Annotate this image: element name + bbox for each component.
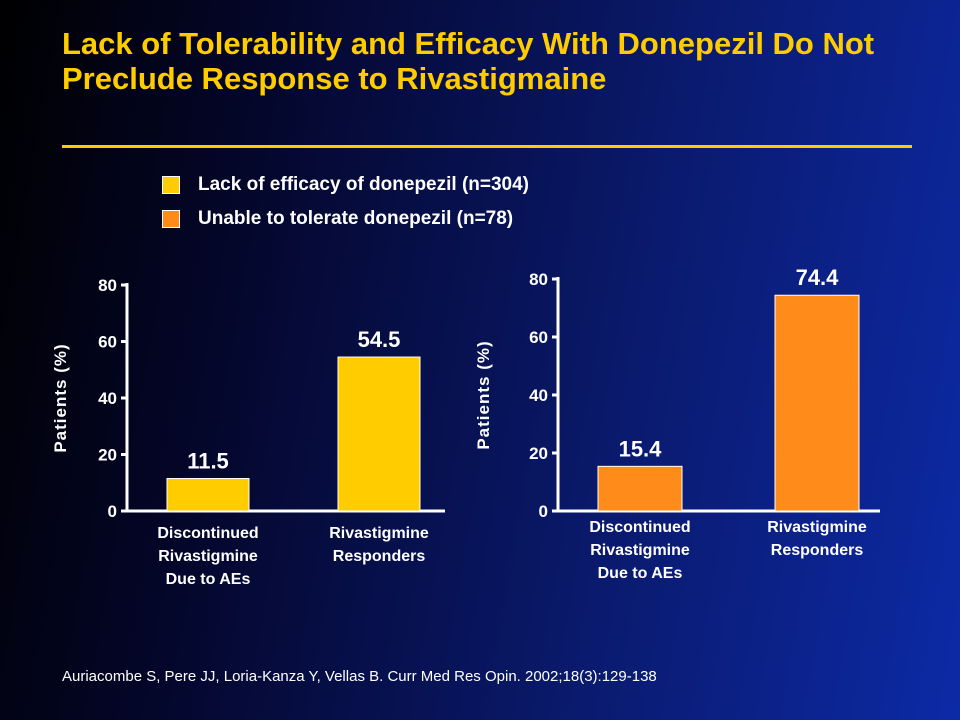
chart2-y-tick-label: 0 [539,502,548,521]
legend-item-tolerability: Unable to tolerate donepezil (n=78) [162,202,529,236]
citation: Auriacombe S, Pere JJ, Loria-Kanza Y, Ve… [62,668,657,685]
chart2-value-label-1: 15.4 [619,436,663,461]
chart1-y-tick-label: 0 [108,502,117,521]
chart2-y-axis-label: Patients (%) [474,340,493,449]
legend-swatch-tolerability [162,210,180,228]
chart1-y-tick-label: 40 [98,389,117,408]
slide-title: Lack of Tolerability and Efficacy With D… [62,26,875,96]
chart2-y-tick-label: 20 [529,444,548,463]
chart2-y-tick-label: 40 [529,386,548,405]
chart1-bar-1 [166,478,250,512]
chart2-bar-2 [774,294,860,512]
chart1-category-label-2: Rivastigmine [329,525,429,542]
title-divider [62,145,912,148]
chart2-category-label-2: Responders [771,542,864,559]
chart2-bar-1 [597,465,683,512]
chart1-y-tick-label: 20 [98,446,117,465]
legend-label-tolerability: Unable to tolerate donepezil (n=78) [198,208,514,229]
chart2-y-tick-label: 60 [529,328,548,347]
chart2-y-tick-label: 80 [529,270,548,289]
chart1-value-label-2: 54.5 [358,327,401,352]
chart2-category-label-2: Rivastigmine [767,519,867,536]
chart1-y-tick-label: 80 [98,276,117,295]
chart1-value-label-1: 11.5 [187,449,229,474]
legend: Lack of efficacy of donepezil (n=304) Un… [162,168,529,236]
legend-label-efficacy: Lack of efficacy of donepezil (n=304) [198,174,530,195]
chart2-category-label-1: Due to AEs [598,565,683,582]
chart1-y-axis-label: Patients (%) [51,343,70,452]
chart1-y-tick-label: 60 [98,333,117,352]
chart2-category-label-1: Discontinued [589,519,690,536]
chart1-category-label-1: Due to AEs [166,571,251,588]
chart2-value-label-2: 74.4 [796,265,840,290]
legend-item-efficacy: Lack of efficacy of donepezil (n=304) [162,168,529,202]
chart1-bar-2 [337,356,421,512]
chart1-category-label-1: Rivastigmine [158,548,258,565]
chart1-category-label-2: Responders [333,548,426,565]
chart2-category-label-1: Rivastigmine [590,542,690,559]
legend-swatch-efficacy [162,176,180,194]
chart1-category-label-1: Discontinued [157,525,258,542]
